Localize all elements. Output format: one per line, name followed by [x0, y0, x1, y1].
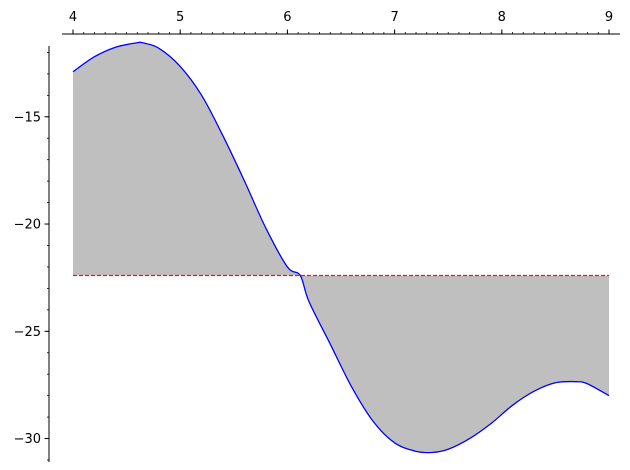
- series-layer: [72, 41, 610, 454]
- y-tick-label: −25: [14, 325, 41, 340]
- x-tick-label: 5: [176, 10, 184, 25]
- x-tick-label: 8: [498, 10, 506, 25]
- axes: 4 5 6 7 8 9 −15 −20 −25 −30: [14, 10, 620, 462]
- x-tick-label: 4: [69, 10, 77, 25]
- x-tick-label: 9: [605, 10, 613, 25]
- x-tick-label: 6: [283, 10, 291, 25]
- y-tick-label: −20: [14, 218, 41, 233]
- series-line-0: [72, 41, 610, 454]
- x-tick-label: 7: [390, 10, 398, 25]
- fill-area: [73, 42, 609, 453]
- fill-region: [73, 42, 609, 453]
- y-tick-label: −30: [14, 432, 41, 447]
- y-tick-label: −15: [14, 110, 41, 125]
